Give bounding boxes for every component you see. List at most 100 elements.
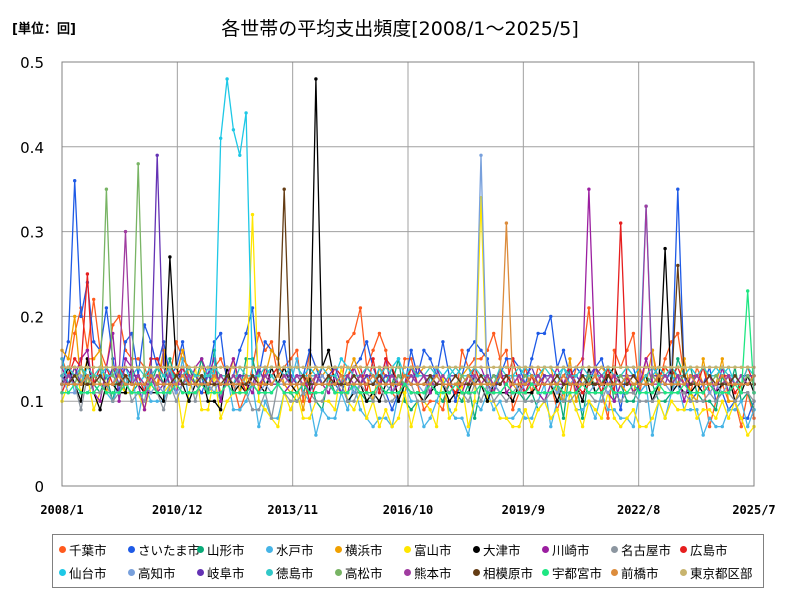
data-point: [180, 365, 185, 369]
data-point: [301, 365, 305, 369]
data-point: [200, 365, 204, 369]
data-point: [485, 374, 490, 378]
data-point: [612, 399, 616, 403]
data-point: [682, 399, 686, 403]
data-point: [212, 399, 217, 403]
data-point: [231, 391, 236, 395]
data-point: [511, 399, 515, 403]
data-point: [644, 357, 648, 361]
x-tick-label: 2022/8: [617, 503, 660, 517]
data-point: [339, 365, 343, 369]
data-point: [720, 357, 724, 361]
data-point: [225, 365, 229, 369]
data-point: [631, 391, 636, 395]
data-point: [599, 365, 604, 369]
data-point: [428, 374, 432, 378]
data-point: [746, 374, 750, 378]
data-point: [707, 382, 712, 386]
plot-frame: [61, 61, 755, 487]
data-point: [739, 399, 743, 403]
data-point: [587, 374, 591, 378]
data-point: [238, 391, 242, 395]
data-point: [219, 382, 223, 386]
data-point: [295, 365, 299, 369]
data-point: [415, 374, 420, 378]
data-point: [79, 314, 83, 319]
data-point: [123, 365, 128, 369]
legend-item: 徳島市: [266, 561, 335, 583]
legend-swatch: [59, 545, 66, 553]
data-point: [238, 408, 242, 412]
data-point: [130, 382, 134, 386]
data-point: [606, 382, 610, 386]
legend-item: 前橋市: [611, 561, 680, 583]
data-point: [193, 399, 197, 403]
data-point: [536, 391, 540, 395]
data-point: [663, 416, 667, 420]
data-point: [149, 365, 153, 369]
data-point: [492, 331, 496, 336]
legend-swatch: [197, 545, 204, 553]
data-point: [339, 391, 343, 395]
data-point: [352, 408, 356, 412]
data-point: [504, 365, 509, 369]
data-point: [244, 399, 248, 403]
y-tick-label: 0.4: [20, 139, 44, 157]
data-point: [136, 391, 140, 395]
data-point: [530, 399, 534, 403]
data-point: [168, 382, 172, 386]
data-point: [746, 424, 750, 429]
data-point: [269, 365, 274, 369]
data-point: [168, 365, 172, 369]
data-point: [619, 416, 623, 420]
data-point: [612, 416, 616, 420]
data-point: [504, 357, 509, 361]
data-point: [746, 289, 750, 293]
data-point: [504, 416, 509, 420]
y-tick-label: 0.2: [20, 308, 44, 326]
data-point: [206, 408, 210, 412]
data-point: [244, 391, 248, 395]
data-point: [422, 408, 426, 412]
data-point: [434, 399, 439, 403]
legend-label: 岐阜市: [207, 565, 245, 581]
data-point: [619, 399, 623, 403]
data-point: [638, 391, 642, 395]
legend-label: 熊本市: [414, 565, 452, 581]
data-point: [631, 331, 636, 336]
data-point: [326, 374, 331, 378]
data-point: [720, 424, 724, 429]
data-point: [326, 382, 331, 386]
data-point: [98, 382, 102, 386]
data-point: [650, 399, 655, 403]
data-point: [530, 424, 534, 429]
data-point: [365, 416, 369, 420]
data-point: [682, 391, 686, 395]
data-point: [555, 382, 559, 386]
data-point: [473, 399, 477, 403]
legend-label: 高知市: [138, 565, 176, 581]
data-point: [682, 374, 686, 378]
legend-label: 川崎市: [552, 542, 590, 558]
data-point: [307, 374, 312, 378]
data-point: [66, 374, 71, 378]
data-point: [650, 433, 655, 437]
data-point: [79, 365, 83, 369]
data-point: [580, 424, 585, 429]
legend-label: 山形市: [207, 542, 245, 558]
data-point: [365, 391, 369, 395]
data-point: [346, 374, 350, 378]
data-point: [104, 382, 109, 386]
data-point: [390, 424, 394, 429]
data-point: [371, 357, 375, 361]
data-point: [238, 153, 242, 157]
data-point: [460, 374, 464, 378]
legend: 千葉市 さいたま市 山形市 水戸市 横浜市 富山市 大津市 川崎市 名古屋市 広島市 仙台市 高知市 岐…: [52, 534, 764, 588]
data-point: [574, 374, 578, 378]
data-point: [726, 399, 731, 403]
legend-swatch: [473, 568, 480, 576]
data-point: [174, 399, 178, 403]
data-point: [650, 365, 655, 369]
